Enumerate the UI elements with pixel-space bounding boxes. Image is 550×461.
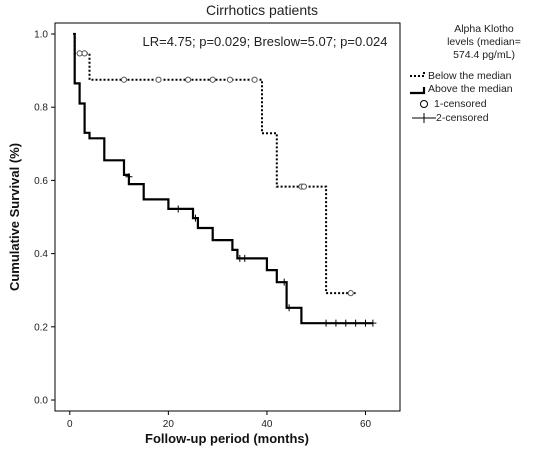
censor-marker-below [209, 76, 216, 83]
censor-marker-below [76, 50, 83, 57]
y-tick-label: 0.2 [34, 322, 48, 333]
y-tick-label: 1.0 [34, 29, 48, 40]
y-tick-label: 0.6 [34, 176, 48, 187]
censor-marker-below [184, 76, 192, 83]
y-tick-label: 0.8 [34, 103, 48, 114]
legend-label-above: Above the median [428, 83, 513, 95]
censor-marker-above [285, 304, 293, 312]
censor-marker-above [280, 278, 288, 286]
censor-marker-below [155, 76, 162, 83]
censor-marker-above [241, 254, 249, 262]
y-axis-label: Cumulative Survival (%) [7, 143, 22, 291]
y-axis: 0.0 0.2 0.4 0.6 0.8 1.0 [34, 29, 55, 407]
x-axis-label: Follow-up period (months) [145, 431, 309, 446]
x-tick-label: 40 [261, 419, 273, 430]
legend-label-censored-1: 1-censored [434, 98, 487, 110]
survival-curves [73, 32, 377, 327]
y-tick-label: 0.0 [34, 396, 48, 407]
legend-title-line-1: Alpha Klotho [454, 23, 514, 35]
legend-plus-marker [412, 113, 436, 123]
censor-marker-below [120, 76, 128, 83]
censor-marker-below [347, 290, 354, 297]
legend-title-line-2: levels (median= [447, 36, 521, 48]
legend: Alpha Klotho levels (median= 574.4 pg/mL… [410, 23, 521, 124]
chart-title: Cirrhotics patients [206, 2, 318, 18]
x-tick-label: 20 [163, 419, 175, 430]
censor-marker-below [251, 76, 258, 83]
y-tick-label: 0.4 [34, 249, 48, 260]
legend-label-below: Below the median [428, 70, 512, 82]
censor-marker-below [226, 76, 234, 83]
x-axis: 0 20 40 60 [67, 411, 371, 430]
censor-marker-above [125, 173, 133, 181]
censor-marker-above [342, 319, 350, 327]
censor-marker-above [174, 205, 182, 213]
censor-marker-above [369, 319, 377, 327]
legend-swatch-above [410, 87, 426, 95]
censor-marker-above [332, 319, 340, 327]
censor-marker-below [300, 183, 307, 190]
legend-circle-marker [420, 100, 428, 108]
legend-swatch-below [410, 70, 425, 77]
censor-marker-above [191, 214, 199, 222]
x-tick-label: 0 [67, 419, 73, 430]
censor-marker-above [362, 319, 369, 327]
stat-annotation: LR=4.75; p=0.029; Breslow=5.07; p=0.024 [142, 34, 387, 49]
legend-label-censored-2: 2-censored [436, 112, 489, 124]
legend-title-line-3: 574.4 pg/mL) [453, 49, 515, 61]
censor-marker-above [322, 319, 330, 327]
censor-marker-below [81, 50, 88, 57]
x-tick-label: 60 [360, 419, 372, 430]
censor-marker-above [352, 319, 360, 327]
plot-frame [54, 22, 401, 412]
